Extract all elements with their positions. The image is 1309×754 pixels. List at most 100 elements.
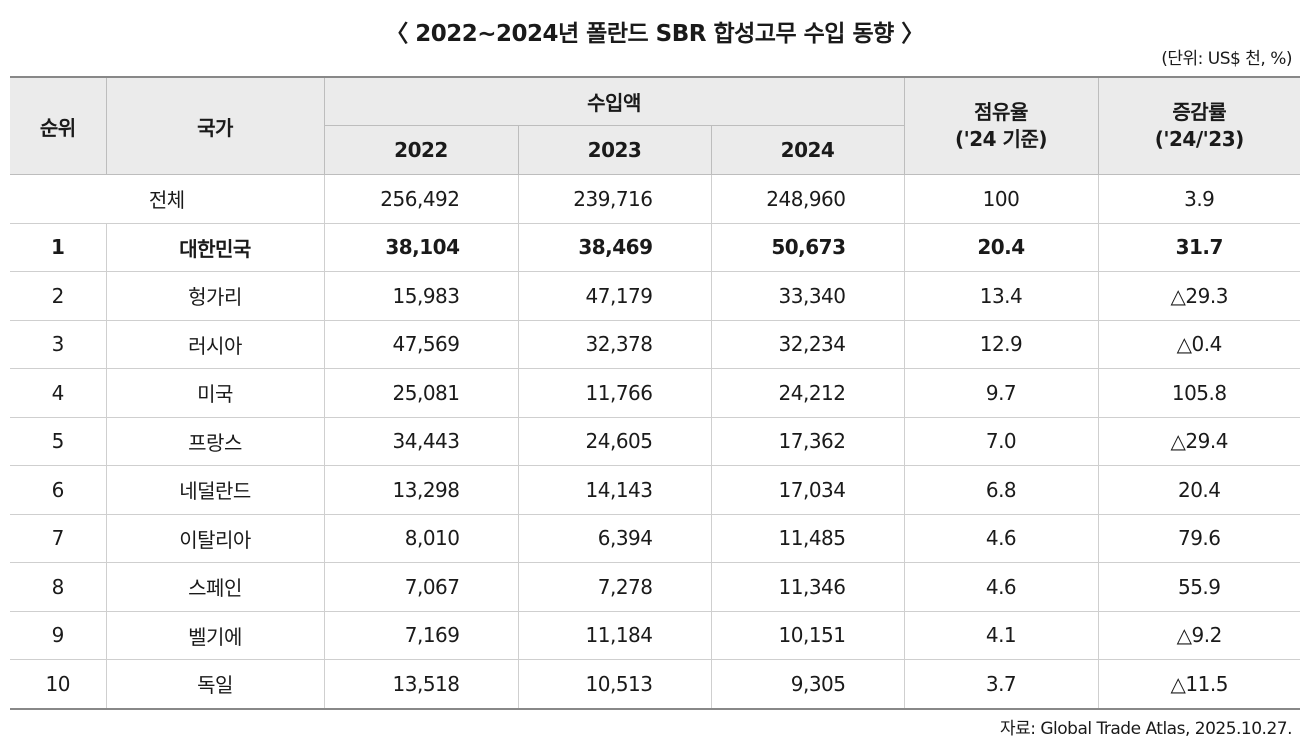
value-2022-cell: 25,081 xyxy=(323,368,518,418)
value-2024-cell: 11,485 xyxy=(710,514,904,563)
value-2023-cell: 47,179 xyxy=(517,271,711,321)
value-2022-cell: 47,569 xyxy=(323,320,518,369)
source-note: 자료: Global Trade Atlas, 2025.10.27. xyxy=(999,719,1293,739)
country-cell: 벨기에 xyxy=(105,611,324,660)
rank-cell: 2 xyxy=(10,271,106,321)
rank-cell: 8 xyxy=(10,562,106,612)
value-2023-cell: 10,513 xyxy=(517,659,711,709)
value-2023-cell: 6,394 xyxy=(517,514,711,563)
rank-cell: 3 xyxy=(10,320,106,369)
total-growth: 3.9 xyxy=(1097,174,1300,224)
rank-cell: 10 xyxy=(10,659,106,709)
rank-cell: 5 xyxy=(10,417,106,466)
value-2024-cell: 32,234 xyxy=(710,320,904,369)
share-cell: 6.8 xyxy=(903,465,1098,515)
import-table: 순위 국가 수입액 점유율 ('24 기준) 증감률 ('24/'23) 202… xyxy=(10,76,1300,710)
share-cell: 4.1 xyxy=(903,611,1098,660)
value-2023-cell: 24,605 xyxy=(517,417,711,466)
total-2024: 248,960 xyxy=(710,174,904,224)
country-cell: 독일 xyxy=(105,659,324,709)
country-cell: 스페인 xyxy=(105,562,324,612)
header-year-2022: 2022 xyxy=(324,125,519,175)
table-row: 6 네덜란드 13,298 14,143 17,034 6.8 20.4 xyxy=(10,465,1300,515)
value-2022-cell: 34,443 xyxy=(323,417,518,466)
share-cell: 13.4 xyxy=(903,271,1098,321)
growth-cell: △29.3 xyxy=(1097,271,1300,321)
header-growth: 증감률 ('24/'23) xyxy=(1097,77,1300,175)
total-label: 전체 xyxy=(10,174,324,224)
share-cell: 4.6 xyxy=(903,514,1098,563)
table-title: 〈 2022~2024년 폴란드 SBR 합성고무 수입 동향 〉 xyxy=(385,21,924,47)
value-2022-cell: 7,067 xyxy=(323,562,518,612)
table-row: 7 이탈리아 8,010 6,394 11,485 4.6 79.6 xyxy=(10,514,1300,563)
table-row: 9 벨기에 7,169 11,184 10,151 4.1 △9.2 xyxy=(10,611,1300,660)
header-share: 점유율 ('24 기준) xyxy=(903,77,1099,175)
total-2022: 256,492 xyxy=(323,174,518,224)
table-row: 10 독일 13,518 10,513 9,305 3.7 △11.5 xyxy=(10,659,1300,709)
header-year-2024: 2024 xyxy=(710,125,904,175)
value-2024-cell: 33,340 xyxy=(710,271,904,321)
total-share: 100 xyxy=(903,174,1098,224)
value-2024-cell: 17,034 xyxy=(710,465,904,515)
growth-cell: △29.4 xyxy=(1097,417,1300,466)
growth-cell: △11.5 xyxy=(1097,659,1300,709)
value-2022-cell: 7,169 xyxy=(323,611,518,660)
rank-cell: 6 xyxy=(10,465,106,515)
value-2022-cell: 38,104 xyxy=(323,223,518,272)
value-2024-cell: 9,305 xyxy=(710,659,904,709)
table-row: 8 스페인 7,067 7,278 11,346 4.6 55.9 xyxy=(10,562,1300,612)
value-2024-cell: 50,673 xyxy=(710,223,904,272)
share-cell: 12.9 xyxy=(903,320,1098,369)
growth-cell: 55.9 xyxy=(1097,562,1300,612)
table-row: 4 미국 25,081 11,766 24,212 9.7 105.8 xyxy=(10,368,1300,418)
header-rank: 순위 xyxy=(10,77,107,175)
value-2022-cell: 13,298 xyxy=(323,465,518,515)
table-row: 1 대한민국 38,104 38,469 50,673 20.4 31.7 xyxy=(10,223,1300,272)
header-share-line2: ('24 기준) xyxy=(955,127,1048,151)
share-cell: 20.4 xyxy=(903,223,1098,272)
growth-cell: 79.6 xyxy=(1097,514,1300,563)
rank-cell: 4 xyxy=(10,368,106,418)
header-import-amount: 수입액 xyxy=(323,77,905,126)
value-2022-cell: 15,983 xyxy=(323,271,518,321)
header-year-2023: 2023 xyxy=(517,125,712,175)
value-2023-cell: 38,469 xyxy=(517,223,711,272)
growth-cell: 31.7 xyxy=(1097,223,1300,272)
table-row: 3 러시아 47,569 32,378 32,234 12.9 △0.4 xyxy=(10,320,1300,369)
value-2022-cell: 13,518 xyxy=(323,659,518,709)
country-cell: 미국 xyxy=(105,368,324,418)
header-growth-line2: ('24/'23) xyxy=(1154,127,1245,151)
header-country: 국가 xyxy=(105,77,325,175)
header-share-line1: 점유율 xyxy=(974,100,1028,124)
growth-cell: △0.4 xyxy=(1097,320,1300,369)
country-cell: 프랑스 xyxy=(105,417,324,466)
value-2023-cell: 11,184 xyxy=(517,611,711,660)
table-row: 2 헝가리 15,983 47,179 33,340 13.4 △29.3 xyxy=(10,271,1300,321)
value-2022-cell: 8,010 xyxy=(323,514,518,563)
value-2024-cell: 17,362 xyxy=(710,417,904,466)
value-2023-cell: 11,766 xyxy=(517,368,711,418)
share-cell: 4.6 xyxy=(903,562,1098,612)
table-header: 순위 국가 수입액 점유율 ('24 기준) 증감률 ('24/'23) 202… xyxy=(10,77,1300,175)
rank-cell: 7 xyxy=(10,514,106,563)
country-cell: 이탈리아 xyxy=(105,514,324,563)
value-2024-cell: 11,346 xyxy=(710,562,904,612)
growth-cell: 105.8 xyxy=(1097,368,1300,418)
country-cell: 헝가리 xyxy=(105,271,324,321)
value-2023-cell: 14,143 xyxy=(517,465,711,515)
total-2023: 239,716 xyxy=(517,174,711,224)
rank-cell: 9 xyxy=(10,611,106,660)
value-2024-cell: 10,151 xyxy=(710,611,904,660)
country-cell: 네덜란드 xyxy=(105,465,324,515)
country-cell: 대한민국 xyxy=(105,223,324,272)
unit-note: (단위: US$ 천, %) xyxy=(1161,49,1292,69)
growth-cell: △9.2 xyxy=(1097,611,1300,660)
rank-cell: 1 xyxy=(10,223,106,272)
share-cell: 9.7 xyxy=(903,368,1098,418)
value-2023-cell: 32,378 xyxy=(517,320,711,369)
growth-cell: 20.4 xyxy=(1097,465,1300,515)
table-body: 전체 256,492 239,716 248,960 100 3.9 1 대한민… xyxy=(10,174,1300,709)
value-2024-cell: 24,212 xyxy=(710,368,904,418)
share-cell: 7.0 xyxy=(903,417,1098,466)
country-cell: 러시아 xyxy=(105,320,324,369)
